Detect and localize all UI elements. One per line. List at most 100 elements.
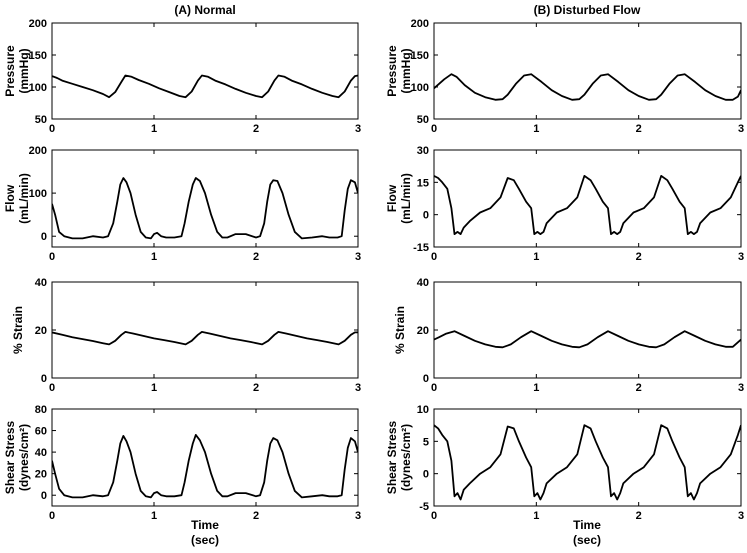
y-tick-label-pressure-normal-150: 150 [29, 50, 47, 62]
y-tick-label-flow-disturbed-15: 15 [417, 177, 429, 189]
y-axis-label-line-shear-stress-normal-1: (dynes/cm²) [17, 424, 31, 491]
y-axis-label-shear-stress-disturbed: Shear Stress(dynes/cm²) [385, 420, 413, 494]
y-axis-label-line-shear-stress-disturbed-1: (dynes/cm²) [399, 424, 413, 491]
series-line-strain-disturbed [434, 330, 741, 349]
y-tick-label-flow-disturbed--15: -15 [413, 242, 429, 254]
y-axis-label-line-strain-normal-0: % Strain [11, 306, 25, 354]
y-tick-label-pressure-normal-100: 100 [29, 82, 47, 94]
axes-box-pressure-disturbed [433, 22, 742, 120]
y-axis-label-pressure-disturbed: Pressure(mmHg) [385, 45, 413, 97]
y-axis-label-line-flow-normal-1: (mL/min) [17, 173, 31, 224]
x-tick-label-strain-disturbed-0: 0 [431, 382, 437, 394]
series-line-pressure-normal [52, 74, 358, 99]
x-tick-label-flow-disturbed-3: 3 [738, 251, 744, 263]
x-axis-label-time-normal: Time [191, 518, 219, 532]
y-axis-label-line-pressure-normal-1: (mmHg) [17, 48, 31, 93]
y-tick-label-shear-stress-disturbed-10: 10 [417, 404, 429, 416]
x-tick-label-strain-normal-3: 3 [355, 382, 361, 394]
axes-box-strain-normal [51, 281, 359, 379]
x-tick-label-flow-normal-1: 1 [151, 251, 157, 263]
series-line-flow-disturbed [434, 175, 741, 235]
x-tick-label-shear-stress-disturbed-3: 3 [738, 510, 744, 522]
x-tick-label-shear-stress-normal-1: 1 [151, 510, 157, 522]
y-tick-label-shear-stress-normal-20: 20 [35, 469, 47, 481]
series-line-flow-normal [52, 177, 358, 240]
x-axis-label-unit-normal: (sec) [191, 533, 219, 547]
y-axis-label-line-pressure-disturbed-0: Pressure [385, 45, 399, 97]
x-tick-label-strain-normal-0: 0 [49, 382, 55, 394]
y-axis-label-line-flow-disturbed-1: (mL/min) [399, 173, 413, 224]
y-tick-label-flow-normal-0: 0 [41, 231, 47, 243]
y-tick-label-strain-disturbed-20: 20 [417, 325, 429, 337]
y-tick-label-flow-disturbed-0: 0 [423, 210, 429, 222]
y-axis-label-strain-disturbed: % Strain [393, 306, 407, 354]
panel-pressure-disturbed: 0 1 2 3 50 100 150 200 Pressure(mmHg) [385, 18, 744, 135]
y-axis-label-line-flow-disturbed-0: Flow [385, 184, 399, 212]
y-axis-label-line-pressure-disturbed-1: (mmHg) [399, 48, 413, 93]
axes-box-flow-disturbed [433, 149, 742, 248]
series-line-pressure-disturbed [434, 73, 741, 101]
x-tick-label-strain-normal-1: 1 [151, 382, 157, 394]
y-tick-label-strain-normal-20: 20 [35, 325, 47, 337]
y-axis-label-line-strain-disturbed-0: % Strain [393, 306, 407, 354]
x-tick-label-shear-stress-normal-3: 3 [355, 510, 361, 522]
y-tick-label-pressure-normal-50: 50 [35, 114, 47, 126]
axes-box-shear-stress-normal [51, 408, 359, 507]
x-tick-label-strain-disturbed-3: 3 [738, 382, 744, 394]
y-axis-label-flow-normal: Flow(mL/min) [3, 173, 31, 224]
x-tick-label-shear-stress-disturbed-2: 2 [636, 510, 642, 522]
y-tick-label-shear-stress-normal-0: 0 [41, 490, 47, 502]
y-axis-label-line-shear-stress-disturbed-0: Shear Stress [385, 420, 399, 494]
y-tick-label-strain-normal-40: 40 [35, 277, 47, 289]
x-tick-label-pressure-disturbed-2: 2 [636, 123, 642, 135]
x-tick-label-flow-normal-0: 0 [49, 251, 55, 263]
x-tick-label-pressure-normal-0: 0 [49, 123, 55, 135]
y-tick-label-shear-stress-normal-80: 80 [35, 404, 47, 416]
axes-box-flow-normal [51, 149, 359, 248]
y-axis-label-line-shear-stress-normal-0: Shear Stress [3, 420, 17, 494]
y-axis-label-strain-normal: % Strain [11, 306, 25, 354]
y-tick-label-strain-disturbed-0: 0 [423, 373, 429, 385]
y-axis-label-line-flow-normal-0: Flow [3, 184, 17, 212]
axes-box-strain-disturbed [433, 281, 742, 379]
column-title-disturbed-flow: (B) Disturbed Flow [534, 3, 641, 17]
y-axis-label-shear-stress-normal: Shear Stress(dynes/cm²) [3, 420, 31, 494]
y-tick-label-pressure-disturbed-150: 150 [411, 50, 429, 62]
x-tick-label-pressure-normal-2: 2 [253, 123, 259, 135]
x-tick-label-flow-normal-3: 3 [355, 251, 361, 263]
series-line-shear-stress-disturbed [434, 424, 741, 501]
y-tick-label-shear-stress-normal-40: 40 [35, 447, 47, 459]
y-tick-label-flow-normal-100: 100 [29, 188, 47, 200]
panel-strain-normal: 0 1 2 3 0 20 40 % Strain [11, 277, 361, 394]
y-tick-label-flow-disturbed-30: 30 [417, 145, 429, 157]
panel-flow-normal: 0 1 2 3 0 100 200 Flow(mL/min) [3, 145, 361, 263]
x-tick-label-strain-normal-2: 2 [253, 382, 259, 394]
x-tick-label-pressure-normal-3: 3 [355, 123, 361, 135]
x-tick-label-shear-stress-normal-2: 2 [253, 510, 259, 522]
series-line-shear-stress-normal [52, 434, 358, 499]
y-axis-label-flow-disturbed: Flow(mL/min) [385, 173, 413, 224]
y-tick-label-pressure-disturbed-50: 50 [417, 114, 429, 126]
x-tick-label-shear-stress-disturbed-1: 1 [533, 510, 539, 522]
y-tick-label-pressure-normal-200: 200 [29, 18, 47, 30]
x-tick-label-pressure-disturbed-1: 1 [533, 123, 539, 135]
x-tick-label-strain-disturbed-1: 1 [533, 382, 539, 394]
y-tick-label-shear-stress-disturbed-0: 0 [423, 469, 429, 481]
panel-strain-disturbed: 0 1 2 3 0 20 40 % Strain [393, 277, 744, 394]
column-title-normal: (A) Normal [174, 3, 235, 17]
y-tick-label-shear-stress-normal-60: 60 [35, 426, 47, 438]
panel-shear-stress-normal: 0 1 2 3 0 20 40 60 80 Shear Stress(dynes/cm²) [3, 404, 361, 522]
x-tick-label-pressure-disturbed-0: 0 [431, 123, 437, 135]
x-tick-label-flow-disturbed-0: 0 [431, 251, 437, 263]
x-axis-label-unit-disturbed: (sec) [573, 533, 601, 547]
series-line-strain-normal [52, 331, 358, 346]
x-tick-label-flow-disturbed-2: 2 [636, 251, 642, 263]
y-tick-label-pressure-disturbed-100: 100 [411, 82, 429, 94]
y-tick-label-shear-stress-disturbed-5: 5 [423, 436, 429, 448]
x-axis-label-time-disturbed: Time [573, 518, 601, 532]
y-tick-label-flow-normal-200: 200 [29, 145, 47, 157]
panel-pressure-normal: 0 1 2 3 50 100 150 200 Pressure(mmHg) [3, 18, 361, 135]
